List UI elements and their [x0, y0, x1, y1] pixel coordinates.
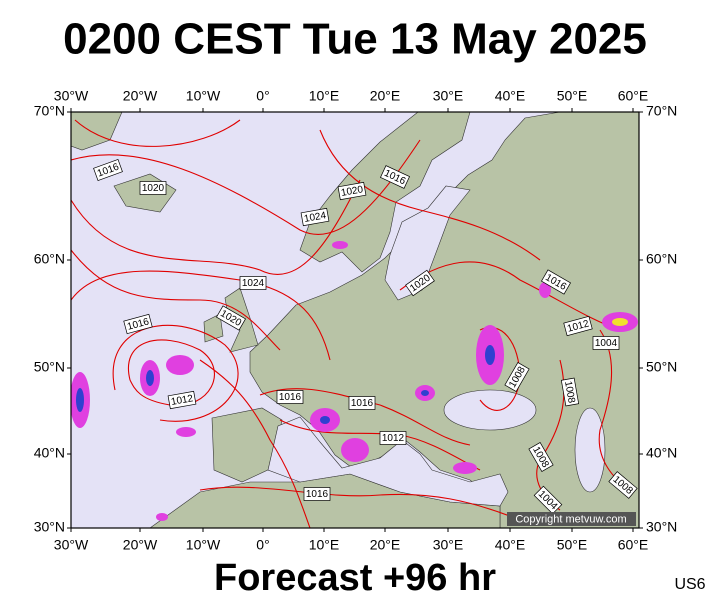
isobar-label-box: [533, 485, 563, 515]
isobar-label-text: 1024: [242, 278, 265, 289]
isobar-label-box: [380, 165, 410, 189]
isobar-label: 1016: [276, 390, 304, 404]
isobar-label-box: [560, 377, 580, 407]
isobar-label-text: 1020: [142, 183, 165, 194]
lat-label-right: 40°N: [646, 445, 677, 461]
region-code: US6: [674, 576, 705, 593]
scandinavia: [299, 112, 471, 273]
isobar-label-text: 1020: [340, 184, 364, 199]
isobar-label-box: [541, 269, 571, 295]
isobars: [71, 119, 631, 528]
lat-label-left: 40°N: [34, 445, 65, 461]
lon-label-top: 20°E: [370, 88, 401, 104]
isobar-label-box: [528, 442, 554, 472]
isobar-label-box: [348, 396, 376, 410]
baltic-sea: [384, 185, 471, 301]
copyright: Copyright metvuw.com: [515, 513, 626, 525]
isobar-label-box: [379, 431, 407, 445]
lon-label-bottom: 60°E: [618, 537, 649, 553]
lon-label-top: 40°E: [495, 88, 526, 104]
lon-label-top: 50°E: [557, 88, 588, 104]
precipitation: [71, 241, 638, 521]
lat-label-right: 60°N: [646, 251, 677, 267]
isobar-label-box: [167, 390, 197, 410]
forecast-label: Forecast +96 hr: [214, 557, 496, 599]
isobar-label: 1016: [123, 313, 153, 335]
isobar-label-box: [303, 487, 331, 501]
caspian-sea: [574, 407, 606, 493]
isobar-label-text: 1012: [382, 433, 405, 444]
lon-label-bottom: 20°W: [123, 537, 158, 553]
lon-label-bottom: 50°E: [557, 537, 588, 553]
isobar-label: 1012: [563, 315, 593, 337]
isobar-label-text: 1012: [170, 393, 194, 408]
map-area: [71, 112, 639, 528]
isobar-label: 1020: [337, 181, 367, 201]
lon-label-bottom: 30°E: [433, 537, 464, 553]
isobar-label-text: 1016: [306, 489, 329, 500]
isobar-label: 1012: [167, 390, 197, 410]
isobar-label: 1016: [380, 165, 410, 189]
lon-label-top: 20°W: [123, 88, 158, 104]
greenland: [71, 112, 123, 151]
isobar-label-box: [123, 313, 153, 335]
map-frame: [70, 111, 640, 529]
lon-label-bottom: 10°E: [309, 537, 340, 553]
copyright-box: [507, 512, 636, 526]
lon-label-top: 30°E: [433, 88, 464, 104]
lon-label-bottom: 40°E: [495, 537, 526, 553]
lat-label-left: 70°N: [34, 103, 65, 119]
isobar-label-box: [608, 471, 638, 499]
isobar-label: 1020: [139, 181, 167, 195]
lon-label-bottom: 0°: [256, 537, 269, 553]
isobar-label-box: [337, 181, 367, 201]
isobar-label-box: [239, 276, 267, 290]
isobar-label-text: 1008: [562, 380, 577, 404]
lon-label-top: 0°: [256, 88, 269, 104]
isobar-label: 1008: [560, 377, 580, 407]
isobar-label: 1004: [592, 336, 620, 350]
lon-label-top: 30°W: [54, 88, 89, 104]
isobar-label-box: [216, 305, 246, 331]
isobar-label: 1016: [348, 396, 376, 410]
black-sea: [443, 389, 537, 431]
isobar-label: 1024: [239, 276, 267, 290]
lon-label-bottom: 10°W: [186, 537, 221, 553]
isobar-label-text: 1024: [303, 210, 327, 225]
mediterranean: [267, 416, 509, 507]
isobar-label: 1016: [303, 487, 331, 501]
isobar-label-text: 1016: [351, 398, 374, 409]
lat-label-right: 50°N: [646, 359, 677, 375]
isobar-label-text: 1004: [595, 338, 618, 349]
isobar-label-text: 1016: [279, 392, 302, 403]
lon-label-top: 60°E: [618, 88, 649, 104]
lat-label-left: 60°N: [34, 251, 65, 267]
isobar-label-box: [276, 390, 304, 404]
lat-label-left: 30°N: [34, 519, 65, 535]
isobar-label-box: [405, 269, 435, 297]
lon-label-top: 10°E: [309, 88, 340, 104]
isobar-label: 1024: [300, 207, 330, 227]
title: 0200 CEST Tue 13 May 2025: [63, 15, 647, 64]
lat-label-left: 50°N: [34, 359, 65, 375]
lon-label-bottom: 20°E: [370, 537, 401, 553]
isobar-label-box: [504, 362, 530, 392]
lat-label-right: 30°N: [646, 519, 677, 535]
isobar-label-box: [139, 181, 167, 195]
lat-label-right: 70°N: [646, 103, 677, 119]
isobar-label-box: [93, 158, 123, 182]
isobar-label-box: [563, 315, 593, 337]
lon-label-top: 10°W: [186, 88, 221, 104]
isobar-label-box: [592, 336, 620, 350]
isobar-label: 1012: [379, 431, 407, 445]
lon-label-bottom: 30°W: [54, 537, 89, 553]
isobar-label-box: [300, 207, 330, 227]
axes: 30°W 30°W 20°W 20°W 10°W 10°W 0° 0° 10°E 10°E 20°E…: [34, 88, 678, 553]
